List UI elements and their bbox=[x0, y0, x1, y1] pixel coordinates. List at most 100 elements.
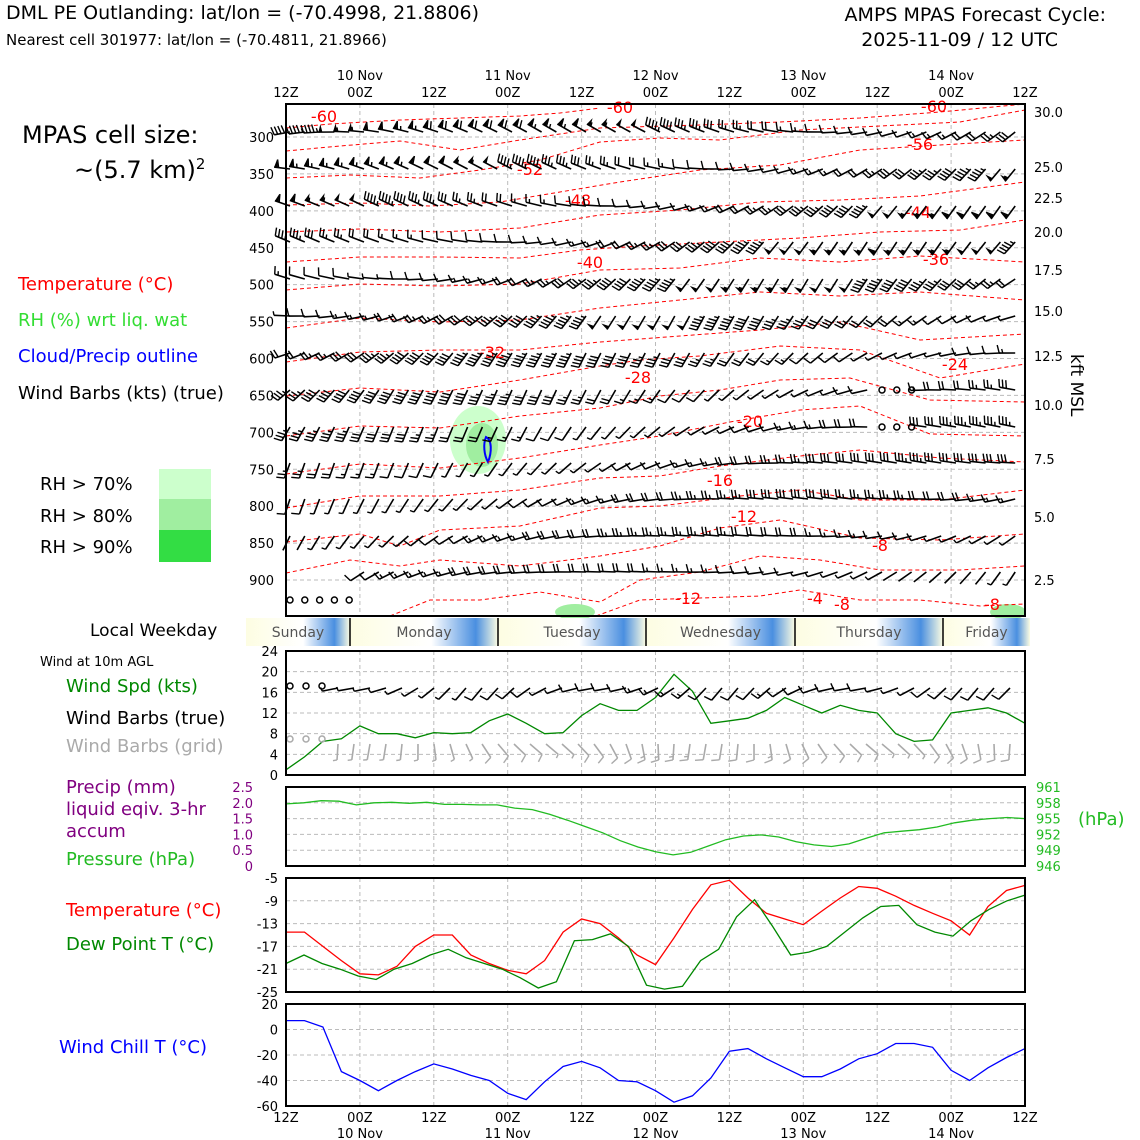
calm-indicator bbox=[893, 423, 901, 431]
wind-barb bbox=[569, 462, 587, 474]
wind-barb bbox=[996, 344, 1016, 354]
wind-barb bbox=[776, 315, 794, 331]
temperature-contour bbox=[285, 103, 1026, 152]
grid-wind-barb bbox=[650, 743, 660, 764]
wind-barb bbox=[967, 453, 986, 464]
temperature-contour-label: -40 bbox=[577, 253, 603, 272]
wind-barb bbox=[716, 426, 735, 435]
wind-barb bbox=[324, 498, 336, 515]
wind-barb bbox=[968, 535, 986, 545]
wind-barb bbox=[640, 492, 661, 502]
wind-barb bbox=[361, 389, 380, 404]
wind-barb bbox=[878, 489, 897, 500]
wind-barb bbox=[944, 571, 957, 584]
wind-barb bbox=[480, 352, 498, 368]
wind-barb bbox=[970, 205, 987, 220]
bottom-hour-label: 12Z bbox=[864, 1111, 890, 1126]
wind-barb bbox=[378, 156, 394, 170]
temperature-contour-label: -12 bbox=[675, 589, 701, 608]
wind-barb bbox=[571, 118, 587, 133]
grid-wind-barb bbox=[959, 743, 968, 765]
weekday-label: Sunday bbox=[272, 625, 324, 641]
wind-barb bbox=[307, 535, 321, 551]
wind-barb bbox=[848, 315, 868, 329]
wind-barb bbox=[424, 498, 439, 513]
temperature-contour bbox=[285, 321, 1026, 363]
legend-wind-barbs-true: Wind Barbs (true) bbox=[66, 708, 226, 729]
wind-barb bbox=[685, 490, 705, 500]
wind-barb bbox=[834, 571, 853, 579]
wind-barb bbox=[538, 315, 558, 329]
wind-barb bbox=[388, 571, 409, 580]
wind-barb bbox=[863, 315, 883, 328]
surface-wind-barb bbox=[335, 686, 355, 692]
wind-barb bbox=[701, 426, 720, 435]
grid-wind-barb bbox=[664, 743, 675, 763]
wind-barb bbox=[922, 278, 942, 292]
wind-barb bbox=[462, 315, 483, 327]
upper-panel-frame bbox=[285, 103, 1026, 617]
wind-barb bbox=[956, 205, 972, 220]
surface-wind-barb bbox=[544, 687, 563, 695]
wind-barb bbox=[983, 415, 1001, 428]
wind-barb bbox=[362, 122, 379, 133]
wind-barb bbox=[378, 190, 394, 207]
wind-barb bbox=[497, 389, 513, 406]
wind-barb bbox=[438, 498, 454, 512]
wind-barb bbox=[601, 118, 616, 133]
surface-wind-barb bbox=[400, 687, 419, 697]
wind-barb bbox=[685, 241, 705, 253]
wind-barb bbox=[775, 121, 794, 133]
wind-barb bbox=[959, 571, 972, 585]
grid-wind-barb bbox=[973, 743, 982, 764]
wind-barb bbox=[304, 426, 321, 442]
grid-wind-barb bbox=[513, 743, 527, 763]
wind-barb bbox=[644, 116, 661, 133]
wind-barb bbox=[687, 426, 705, 436]
wind-barb bbox=[582, 563, 601, 573]
wind-barb bbox=[300, 308, 320, 318]
wind-barb bbox=[521, 278, 542, 288]
wind-barb bbox=[764, 278, 780, 294]
wind-barb bbox=[760, 352, 779, 366]
wind-barb bbox=[274, 227, 291, 243]
wind-barb bbox=[615, 426, 631, 440]
wind-barb bbox=[790, 389, 809, 398]
wind-barb bbox=[911, 241, 928, 256]
calm-indicator bbox=[286, 596, 294, 604]
wind-barb bbox=[730, 526, 749, 537]
wind-barb bbox=[654, 240, 676, 252]
wind-barb bbox=[402, 314, 424, 324]
wind-barb bbox=[928, 571, 942, 584]
wind-barb bbox=[441, 462, 454, 478]
wind-barb bbox=[536, 530, 557, 540]
surface-wind-barb bbox=[528, 687, 547, 697]
wind-barb bbox=[823, 241, 839, 256]
wind-barb bbox=[965, 131, 987, 142]
wind-barb bbox=[581, 528, 601, 538]
windchill-tick-label: 20 bbox=[261, 998, 278, 1013]
wind-barb bbox=[920, 131, 942, 140]
pressure-tick-label: 958 bbox=[1036, 797, 1061, 812]
kft-tick-label: 30.0 bbox=[1034, 106, 1063, 121]
wind-barb bbox=[894, 452, 912, 464]
wind-barb bbox=[422, 191, 439, 207]
wind-barb bbox=[610, 462, 631, 472]
wind-barb bbox=[568, 196, 587, 207]
wind-barb bbox=[596, 277, 617, 291]
surface-wind-barb bbox=[975, 687, 995, 701]
wind-barb bbox=[274, 193, 291, 207]
wind-barb bbox=[377, 121, 394, 133]
wind-barb bbox=[270, 125, 291, 136]
wind-barb bbox=[349, 192, 365, 207]
temperature-frame bbox=[285, 877, 1026, 993]
wind-barb bbox=[477, 315, 498, 327]
wind10m-tick-label: 4 bbox=[270, 748, 278, 763]
wind-barb bbox=[938, 452, 957, 464]
cell-size-exponent: 2 bbox=[195, 155, 206, 173]
wind-barb bbox=[403, 535, 424, 547]
precip-tick-label: 2.0 bbox=[232, 797, 253, 812]
wind-barb bbox=[734, 278, 750, 294]
wind-barb bbox=[671, 526, 690, 537]
temperature-tick-label: -13 bbox=[257, 918, 278, 933]
